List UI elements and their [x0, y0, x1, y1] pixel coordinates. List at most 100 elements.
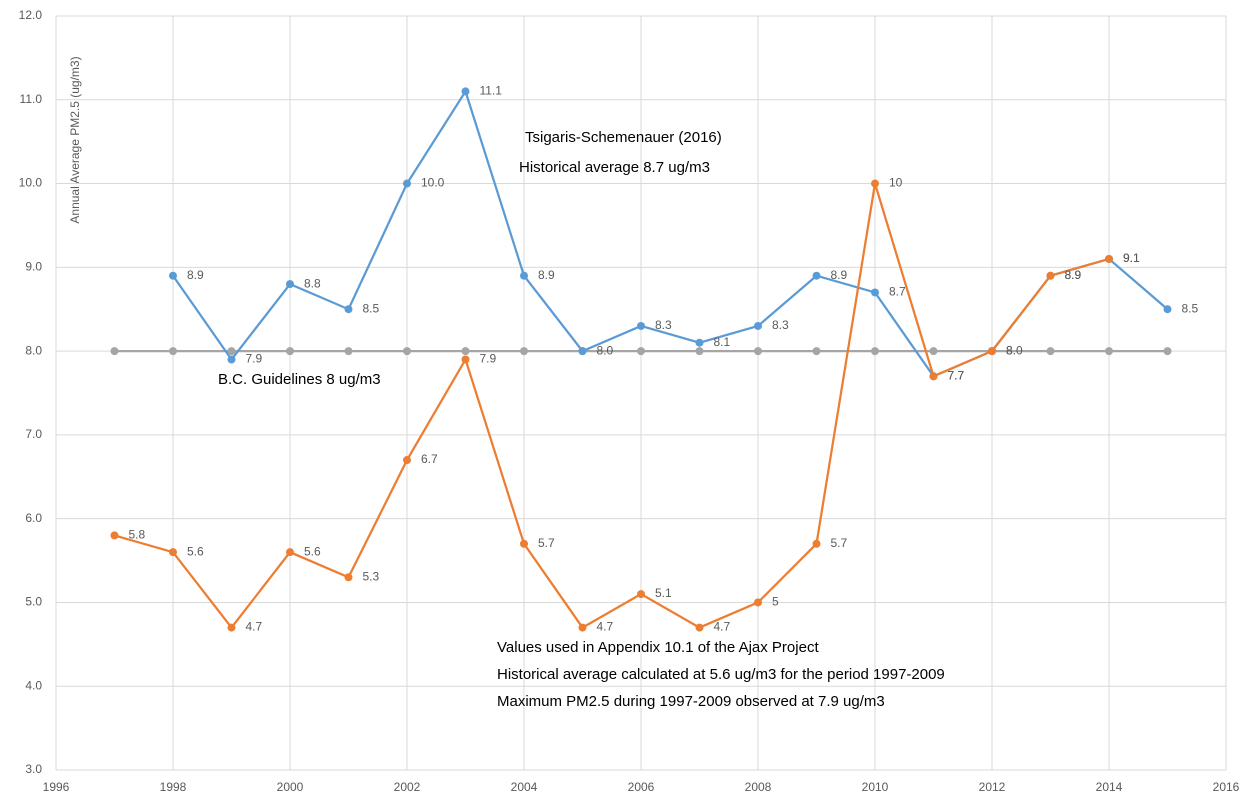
data-label: 5	[772, 595, 779, 609]
data-point	[1046, 347, 1055, 356]
data-point	[169, 271, 177, 280]
data-point	[403, 347, 411, 356]
data-point	[461, 347, 470, 356]
y-axis-label: Annual Average PM2.5 (ug/m3)	[68, 56, 82, 223]
data-point	[695, 347, 704, 356]
data-point	[929, 372, 938, 381]
data-label: 8.1	[714, 335, 731, 349]
data-label: 8.3	[655, 318, 672, 332]
data-point	[929, 347, 938, 356]
data-point	[988, 347, 996, 356]
data-label: 5.6	[304, 544, 321, 558]
x-tick-label: 2014	[1096, 780, 1123, 794]
data-point	[169, 347, 177, 356]
y-tick-label: 12.0	[19, 8, 43, 22]
data-label: 8.9	[831, 268, 848, 282]
data-point	[754, 347, 762, 356]
x-tick-label: 2012	[979, 780, 1006, 794]
data-point	[403, 179, 411, 188]
data-label: 5.7	[831, 536, 848, 550]
data-point	[520, 347, 528, 356]
data-point	[578, 347, 587, 356]
data-point	[1163, 305, 1172, 314]
data-label: 5.7	[538, 536, 555, 550]
annotation: Values used in Appendix 10.1 of the Ajax…	[497, 639, 819, 656]
data-point	[286, 548, 294, 557]
y-tick-label: 4.0	[25, 678, 42, 692]
x-tick-label: 2002	[394, 780, 421, 794]
data-label: 9.1	[1123, 251, 1140, 265]
data-point	[812, 271, 821, 280]
data-label: 8.3	[772, 318, 789, 332]
data-label: 7.9	[480, 352, 497, 366]
data-label: 6.7	[421, 452, 438, 466]
data-label: 9.1	[1123, 251, 1140, 265]
x-tick-label: 2016	[1213, 780, 1240, 794]
data-point	[169, 548, 177, 557]
data-point	[227, 623, 236, 632]
x-tick-label: 2004	[511, 780, 538, 794]
data-point	[286, 280, 294, 289]
data-point	[1046, 271, 1055, 280]
data-point	[871, 288, 879, 297]
data-label: 8.0	[1006, 343, 1023, 357]
data-label: 7.9	[246, 352, 263, 366]
data-point	[637, 347, 645, 356]
data-point	[695, 623, 704, 632]
data-point	[110, 347, 119, 356]
annotation: Historical average 8.7 ug/m3	[519, 159, 710, 176]
data-point	[344, 573, 353, 582]
data-label: 8.9	[538, 268, 555, 282]
y-tick-label: 5.0	[25, 595, 42, 609]
data-point	[754, 321, 762, 330]
data-point	[1163, 347, 1172, 356]
data-label: 7.7	[948, 368, 965, 382]
y-tick-label: 11.0	[20, 92, 43, 106]
data-point	[227, 355, 236, 364]
annotation: Tsigaris-Schemenauer (2016)	[525, 129, 722, 146]
data-point	[812, 539, 821, 548]
x-tick-label: 2010	[862, 780, 889, 794]
data-point	[344, 347, 353, 356]
annotation: B.C. Guidelines 8 ug/m3	[218, 371, 381, 388]
data-label: 8.9	[1065, 268, 1082, 282]
data-label: 8.5	[363, 301, 380, 315]
data-label: 4.7	[246, 620, 263, 634]
data-point	[812, 347, 821, 356]
data-point	[461, 87, 470, 96]
data-label: 10	[889, 176, 903, 190]
data-label: 8	[1006, 343, 1013, 357]
data-point	[520, 539, 528, 548]
series-line	[114, 183, 1110, 630]
data-point	[578, 623, 587, 632]
x-tick-label: 2006	[628, 780, 655, 794]
data-label: 8.9	[187, 268, 204, 282]
data-point	[754, 598, 762, 607]
data-point	[403, 456, 411, 465]
data-point	[871, 179, 879, 188]
y-tick-label: 7.0	[25, 427, 42, 441]
data-point	[110, 531, 119, 540]
data-label: 8.0	[597, 343, 614, 357]
data-point	[1105, 347, 1113, 356]
x-tick-label: 2000	[277, 780, 304, 794]
data-point	[461, 355, 470, 364]
data-point	[344, 305, 353, 314]
data-label: 8.8	[304, 276, 321, 290]
y-tick-label: 3.0	[25, 762, 42, 776]
data-point	[286, 347, 294, 356]
data-label: 5.3	[363, 569, 380, 583]
annotation: Maximum PM2.5 during 1997-2009 observed …	[497, 693, 885, 710]
x-tick-label: 2008	[745, 780, 772, 794]
data-label: 4.7	[597, 620, 614, 634]
x-tick-label: 1996	[43, 780, 70, 794]
data-point	[637, 321, 645, 330]
data-label: 5.8	[129, 528, 146, 542]
data-label: 5.6	[187, 544, 204, 558]
y-tick-label: 8.0	[25, 343, 42, 357]
data-label: 5.1	[655, 586, 672, 600]
data-point	[520, 271, 528, 280]
y-tick-label: 6.0	[25, 511, 42, 525]
data-point	[1105, 254, 1113, 263]
